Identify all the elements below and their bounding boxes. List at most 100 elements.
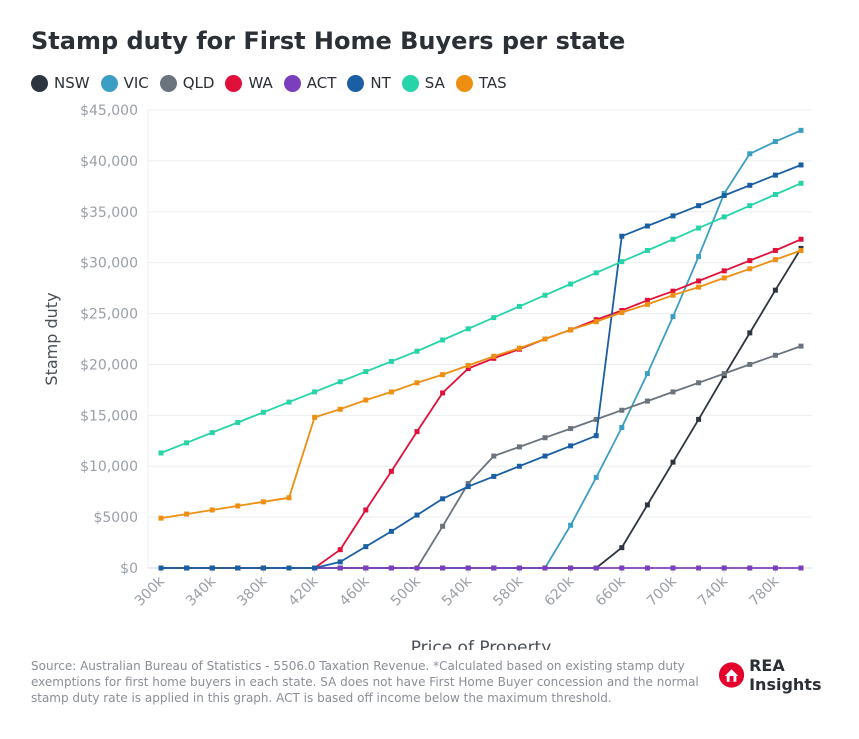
data-point-tas bbox=[414, 380, 420, 386]
data-point-qld bbox=[593, 416, 599, 422]
series-line-wa bbox=[161, 238, 802, 569]
data-point-vic bbox=[772, 139, 778, 145]
data-point-act bbox=[491, 565, 497, 571]
legend-label: WA bbox=[248, 74, 273, 92]
data-point-vic bbox=[619, 425, 625, 431]
data-point-act bbox=[388, 565, 394, 571]
data-point-tas bbox=[209, 507, 215, 513]
data-point-tas bbox=[516, 345, 522, 351]
data-point-nt bbox=[286, 565, 292, 571]
legend-item-nsw[interactable]: NSW bbox=[31, 74, 90, 92]
legend-item-wa[interactable]: WA bbox=[225, 74, 273, 92]
data-point-tas bbox=[542, 336, 548, 342]
data-point-sa bbox=[696, 225, 702, 231]
data-point-tas bbox=[644, 301, 650, 307]
data-point-wa bbox=[440, 390, 446, 396]
data-point-act bbox=[414, 565, 420, 571]
data-point-sa bbox=[670, 236, 676, 242]
data-point-vic bbox=[696, 254, 702, 260]
data-point-tas bbox=[491, 353, 497, 359]
data-point-nsw bbox=[696, 416, 702, 422]
legend-item-sa[interactable]: SA bbox=[401, 74, 445, 92]
data-point-sa bbox=[491, 315, 497, 321]
data-point-act bbox=[568, 565, 574, 571]
data-point-nt bbox=[721, 192, 727, 198]
data-point-tas bbox=[670, 292, 676, 298]
data-point-sa bbox=[363, 369, 369, 375]
data-point-nt bbox=[414, 512, 420, 518]
legend-label: TAS bbox=[478, 74, 507, 92]
data-point-nsw bbox=[747, 330, 753, 336]
legend-item-tas[interactable]: TAS bbox=[455, 74, 507, 92]
data-point-nt bbox=[363, 544, 369, 550]
data-point-sa bbox=[388, 358, 394, 364]
data-point-wa bbox=[696, 278, 702, 284]
data-point-tas bbox=[312, 414, 318, 420]
data-point-tas bbox=[696, 284, 702, 290]
data-point-nt bbox=[158, 565, 164, 571]
y-tick-label: $30,000 bbox=[80, 256, 138, 272]
data-point-tas bbox=[388, 389, 394, 395]
x-tick-label: 500k bbox=[388, 573, 425, 610]
data-point-wa bbox=[798, 236, 804, 242]
data-point-nt bbox=[696, 203, 702, 209]
x-tick-label: 580k bbox=[490, 573, 527, 610]
data-point-tas bbox=[568, 327, 574, 333]
data-point-act bbox=[619, 565, 625, 571]
data-point-nt bbox=[516, 463, 522, 469]
data-point-wa bbox=[465, 366, 471, 372]
legend-swatch bbox=[347, 74, 365, 92]
data-point-sa bbox=[414, 348, 420, 354]
legend-item-qld[interactable]: QLD bbox=[159, 74, 214, 92]
data-point-vic bbox=[593, 474, 599, 480]
y-tick-label: $15,000 bbox=[80, 408, 138, 424]
data-point-sa bbox=[158, 450, 164, 456]
data-point-sa bbox=[542, 292, 548, 298]
x-tick-label: 300k bbox=[132, 573, 169, 610]
data-point-nt bbox=[235, 565, 241, 571]
data-point-nt bbox=[337, 559, 343, 565]
legend-item-nt[interactable]: NT bbox=[347, 74, 391, 92]
data-point-nt bbox=[312, 565, 318, 571]
y-tick-label: $40,000 bbox=[80, 154, 138, 170]
data-point-vic bbox=[670, 314, 676, 320]
legend-item-act[interactable]: ACT bbox=[283, 74, 336, 92]
series-line-qld bbox=[161, 345, 802, 569]
data-point-sa bbox=[721, 214, 727, 220]
legend-item-vic[interactable]: VIC bbox=[100, 74, 149, 92]
data-point-qld bbox=[568, 426, 574, 432]
data-point-nt bbox=[747, 182, 753, 188]
series-line-nsw bbox=[161, 247, 802, 569]
data-point-sa bbox=[516, 303, 522, 309]
y-tick-label: $5000 bbox=[93, 510, 138, 526]
legend-label: NT bbox=[370, 74, 391, 92]
data-point-nt bbox=[491, 473, 497, 479]
legend-swatch bbox=[159, 74, 177, 92]
data-point-sa bbox=[337, 379, 343, 385]
data-point-nt bbox=[670, 213, 676, 219]
data-point-act bbox=[516, 565, 522, 571]
data-point-act bbox=[363, 565, 369, 571]
data-point-sa bbox=[260, 409, 266, 415]
x-tick-label: 340k bbox=[183, 573, 220, 610]
series-line-sa bbox=[160, 182, 802, 454]
data-point-tas bbox=[337, 406, 343, 412]
rea-logo-icon bbox=[718, 662, 745, 688]
data-point-tas bbox=[593, 319, 599, 325]
y-tick-label: $35,000 bbox=[80, 205, 138, 221]
data-point-act bbox=[593, 565, 599, 571]
data-point-qld bbox=[644, 398, 650, 404]
y-tick-label: $10,000 bbox=[80, 459, 138, 475]
data-point-sa bbox=[619, 259, 625, 265]
legend-label: NSW bbox=[54, 74, 90, 92]
data-point-tas bbox=[747, 266, 753, 272]
y-tick-label: $25,000 bbox=[80, 307, 138, 323]
y-tick-label: $20,000 bbox=[80, 357, 138, 373]
data-point-qld bbox=[516, 444, 522, 450]
data-point-qld bbox=[721, 371, 727, 377]
data-point-nt bbox=[542, 453, 548, 459]
data-point-act bbox=[772, 565, 778, 571]
data-point-tas bbox=[235, 503, 241, 509]
x-tick-label: 420k bbox=[285, 573, 322, 610]
data-point-tas bbox=[465, 362, 471, 368]
